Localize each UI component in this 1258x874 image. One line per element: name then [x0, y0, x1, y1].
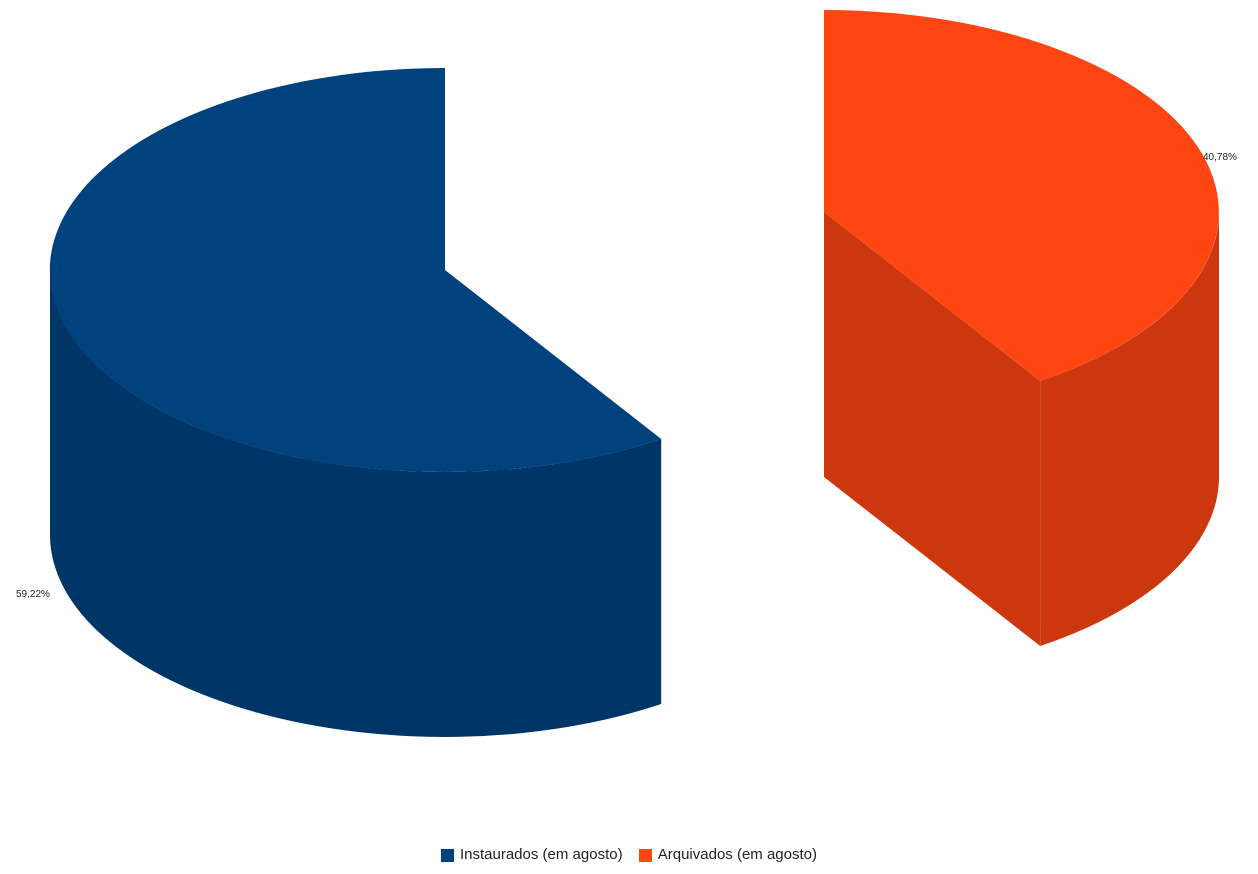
- legend-label-instaurados: Instaurados (em agosto): [459, 846, 623, 863]
- slice-arquivados-cut-face: [824, 212, 1041, 646]
- slice-instaurados-top: [49, 68, 662, 472]
- slice-arquivados-side: [1040, 212, 1219, 646]
- legend-swatch-arquivados: [638, 848, 652, 862]
- legend-item-arquivados: Arquivados (em agosto): [638, 846, 817, 864]
- legend: Instaurados (em agosto) Arquivados (em a…: [0, 846, 1258, 867]
- data-label-arquivados: 40,78%: [1203, 152, 1237, 163]
- data-label-instaurados: 59,22%: [16, 589, 50, 600]
- slice-arquivados-top: [824, 10, 1219, 381]
- legend-label-arquivados: Arquivados (em agosto): [657, 846, 817, 863]
- legend-item-instaurados: Instaurados (em agosto): [440, 846, 623, 864]
- legend-swatch-instaurados: [440, 848, 454, 862]
- slice-instaurados-side: [50, 270, 662, 737]
